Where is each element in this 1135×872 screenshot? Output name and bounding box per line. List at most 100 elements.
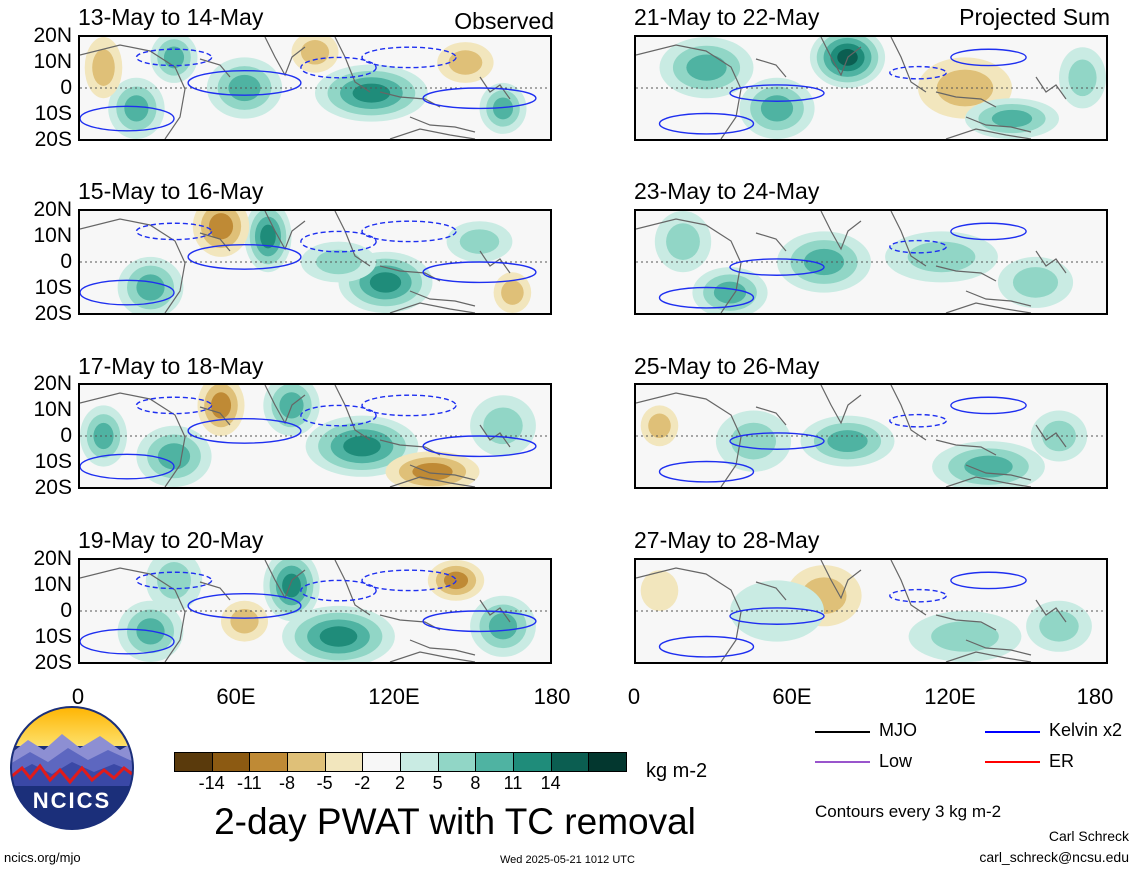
kelvin-contour (950, 48, 1027, 67)
lat-label: 0 (60, 599, 72, 622)
pwat-anomaly-blob (931, 621, 999, 652)
kelvin-contour (300, 404, 377, 427)
coastline (389, 476, 476, 487)
coastline (199, 58, 231, 78)
lat-label: 20N (33, 24, 72, 47)
kelvin-contour (135, 571, 213, 590)
kelvin-contour (300, 230, 377, 253)
kelvin-contour (422, 87, 537, 110)
lon-label: 60E (216, 684, 256, 709)
pwat-anomaly-blob (369, 272, 402, 293)
lat-label: 0 (60, 76, 72, 99)
map-panel-observed-2 (78, 209, 552, 315)
panel-title-7: 19-May to 20-May (78, 527, 264, 553)
coastline (389, 128, 476, 139)
coastline (199, 406, 231, 426)
colorbar-swatch (475, 752, 514, 772)
coastline (334, 211, 371, 267)
colorbar-unit: kg m-2 (646, 760, 708, 782)
pwat-anomaly-blob (1042, 420, 1076, 452)
coastline (636, 392, 742, 487)
kelvin-contour (729, 84, 825, 102)
colorbar-swatch (249, 752, 288, 772)
footer-email: carl_schreck@ncsu.edu (979, 849, 1129, 865)
coastline (935, 91, 997, 108)
colorbar-label: -5 (316, 773, 333, 793)
lat-label: 10N (33, 573, 72, 596)
kelvin-contour (658, 635, 755, 658)
pwat-anomaly-blob (827, 430, 868, 453)
pwat-anomaly-blob (124, 95, 149, 122)
kelvin-contour (187, 69, 302, 96)
pwat-anomaly-blob (1068, 59, 1097, 97)
legend-label-kelvin: Kelvin x2 (1049, 720, 1123, 740)
pwat-anomaly-blob (92, 49, 115, 86)
coastline (935, 265, 997, 282)
kelvin-contour (889, 588, 947, 603)
lon-label: 180 (533, 684, 571, 709)
coastline (945, 651, 1032, 662)
pwat-anomaly-blob (488, 613, 518, 640)
lat-label: 0 (60, 250, 72, 273)
coastline (890, 560, 927, 616)
legend-label-er: ER (1049, 751, 1075, 771)
pwat-anomaly-blob (648, 413, 671, 439)
pwat-anomaly-blob (666, 223, 700, 260)
kelvin-contour (729, 607, 825, 625)
footer-url: ncics.org/mjo (4, 850, 81, 865)
contour-legend: MJO Kelvin x2 Low ER (815, 718, 1135, 788)
coastline (820, 560, 862, 600)
legend-label-low: Low (879, 751, 913, 771)
coastline (409, 290, 476, 307)
pwat-anomaly-blob (459, 229, 500, 254)
coastline (389, 651, 476, 662)
pwat-anomaly-blob (686, 54, 727, 81)
pwat-anomaly-blob (315, 249, 362, 275)
coastline (379, 614, 441, 631)
kelvin-contour (361, 569, 457, 592)
lon-label: 0 (71, 684, 85, 709)
panel-title-3: 15-May to 16-May (78, 178, 264, 204)
lat-label: 10S (34, 276, 72, 299)
colorbar (174, 752, 627, 772)
colorbar-swatch (174, 752, 213, 772)
coastline (945, 302, 1032, 313)
coastline (80, 44, 186, 139)
map-panel-projected-1 (634, 35, 1108, 141)
coastline (636, 218, 742, 313)
lat-label: 20N (33, 198, 72, 221)
footer-timestamp: Wed 2025-05-21 1012 UTC (500, 854, 635, 866)
lat-label: 20S (34, 651, 72, 674)
map-panel-projected-3 (634, 383, 1108, 489)
coastline (636, 567, 742, 662)
panel-title-6: 25-May to 26-May (634, 353, 820, 379)
coastline (636, 44, 742, 139)
kelvin-contour (658, 112, 755, 135)
kelvin-contour (80, 105, 175, 132)
coastline (755, 581, 787, 601)
coastline (935, 614, 997, 631)
lat-label: 20S (34, 302, 72, 325)
lat-label: 10N (33, 224, 72, 247)
coastline (80, 218, 186, 313)
coastline (965, 639, 1032, 656)
colorbar-swatch (400, 752, 439, 772)
coastline (890, 37, 927, 93)
lat-label: 10N (33, 398, 72, 421)
pwat-anomaly-blob (300, 40, 330, 65)
coastline (199, 232, 231, 252)
pwat-anomaly-blob (936, 69, 994, 107)
panel-tag-observed: Observed (454, 8, 554, 34)
footer-author: Carl Schreck (1048, 828, 1129, 844)
coastline (820, 385, 862, 425)
colorbar-swatch (362, 752, 401, 772)
lat-label: 20N (33, 372, 72, 395)
panel-tag-projected: Projected Sum (959, 4, 1110, 30)
coastline (409, 464, 476, 481)
kelvin-contour (889, 413, 947, 428)
lat-label: 20S (34, 128, 72, 151)
main-title: 2-day PWAT with TC removal (214, 801, 696, 842)
coastline (755, 232, 787, 252)
kelvin-contour (950, 396, 1027, 415)
contour-note: Contours every 3 kg m-2 (815, 802, 1002, 821)
